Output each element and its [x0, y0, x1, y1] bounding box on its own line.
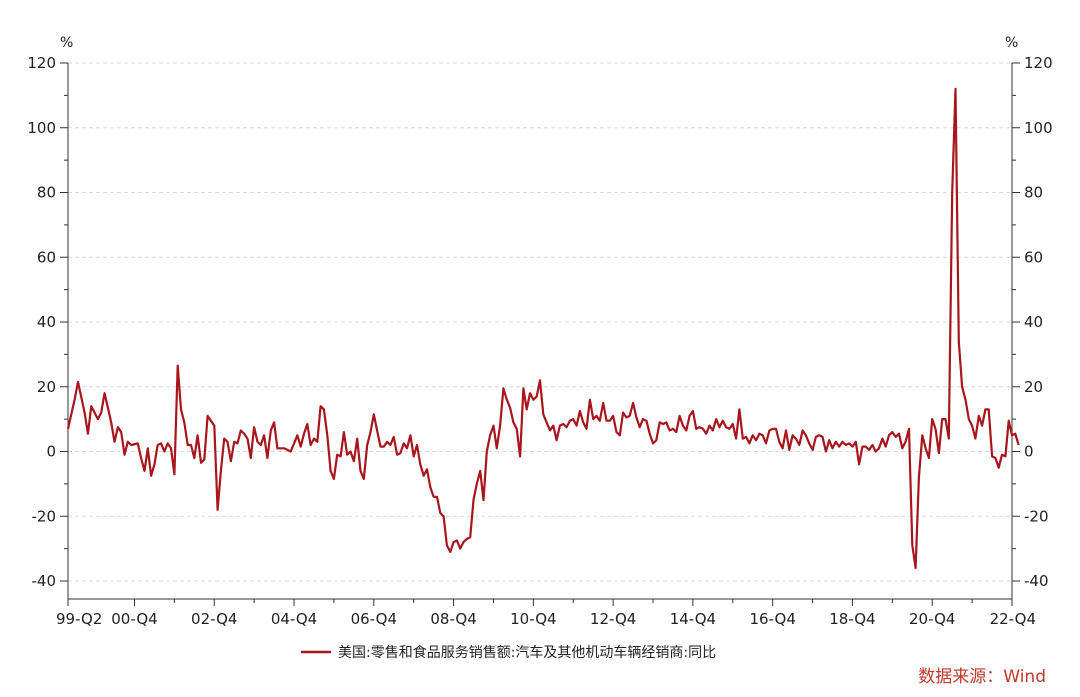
- y-tick-label-right: 0: [1024, 443, 1034, 461]
- y-tick-label-right: 120: [1024, 54, 1053, 72]
- y-tick-label-left: -20: [32, 507, 57, 525]
- data-source: 数据来源：Wind: [918, 667, 1046, 687]
- axes: -40 -40 -20 -20 0 0 20 20 40 40 60 60 80 80 100 100 120 1…: [27, 54, 1052, 628]
- y-tick-label-left: 80: [37, 184, 56, 202]
- y-tick-label-right: 20: [1024, 378, 1043, 396]
- y-tick-label-right: 100: [1024, 119, 1053, 137]
- x-tick-label: 16-Q4: [749, 610, 795, 628]
- series-layer: [66, 87, 1020, 570]
- x-tick-label: 02-Q4: [191, 610, 237, 628]
- y-tick-label-left: 20: [37, 378, 56, 396]
- x-tick-label: 22-Q4: [990, 610, 1036, 628]
- x-tick-label: 20-Q4: [909, 610, 955, 628]
- y-tick-label-right: 60: [1024, 248, 1043, 266]
- y-tick-label-left: 0: [46, 443, 56, 461]
- x-tick-label: 99-Q2: [56, 610, 102, 628]
- series-line: [66, 87, 1020, 570]
- y-tick-label-left: 60: [37, 248, 56, 266]
- y-tick-label-left: -40: [32, 572, 57, 590]
- x-tick-label: 18-Q4: [829, 610, 875, 628]
- y-tick-label-left: 100: [27, 119, 56, 137]
- y-tick-label-left: 40: [37, 313, 56, 331]
- right-axis-unit: %: [1005, 35, 1018, 51]
- y-tick-label-right: 80: [1024, 184, 1043, 202]
- legend: 美国:零售和食品服务销售额:汽车及其他机动车辆经销商:同比: [301, 644, 716, 661]
- grid-lines: [68, 62, 1012, 582]
- x-tick-label: 06-Q4: [351, 610, 397, 628]
- y-tick-label-right: -20: [1024, 507, 1049, 525]
- x-tick-label: 14-Q4: [670, 610, 716, 628]
- y-tick-label-right: -40: [1024, 572, 1049, 590]
- x-tick-label: 12-Q4: [590, 610, 636, 628]
- x-tick-label: 10-Q4: [510, 610, 556, 628]
- y-tick-label-right: 40: [1024, 313, 1043, 331]
- x-tick-label: 04-Q4: [271, 610, 317, 628]
- y-tick-label-left: 120: [27, 54, 56, 72]
- left-axis-unit: %: [60, 35, 73, 51]
- x-tick-label: 00-Q4: [111, 610, 157, 628]
- legend-label: 美国:零售和食品服务销售额:汽车及其他机动车辆经销商:同比: [338, 644, 716, 661]
- x-tick-label: 08-Q4: [430, 610, 476, 628]
